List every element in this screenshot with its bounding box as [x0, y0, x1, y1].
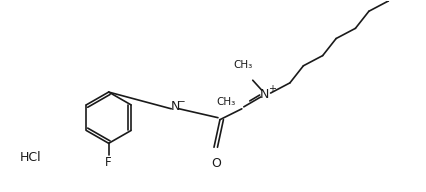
Text: HCl: HCl — [19, 151, 41, 164]
Text: F: F — [105, 156, 112, 169]
Text: N: N — [170, 100, 180, 113]
Text: O: O — [211, 157, 221, 170]
Text: N: N — [260, 88, 269, 101]
Text: −: − — [177, 97, 186, 107]
Text: CH₃: CH₃ — [216, 97, 236, 107]
Text: CH₃: CH₃ — [233, 60, 253, 70]
Text: +: + — [268, 84, 276, 94]
